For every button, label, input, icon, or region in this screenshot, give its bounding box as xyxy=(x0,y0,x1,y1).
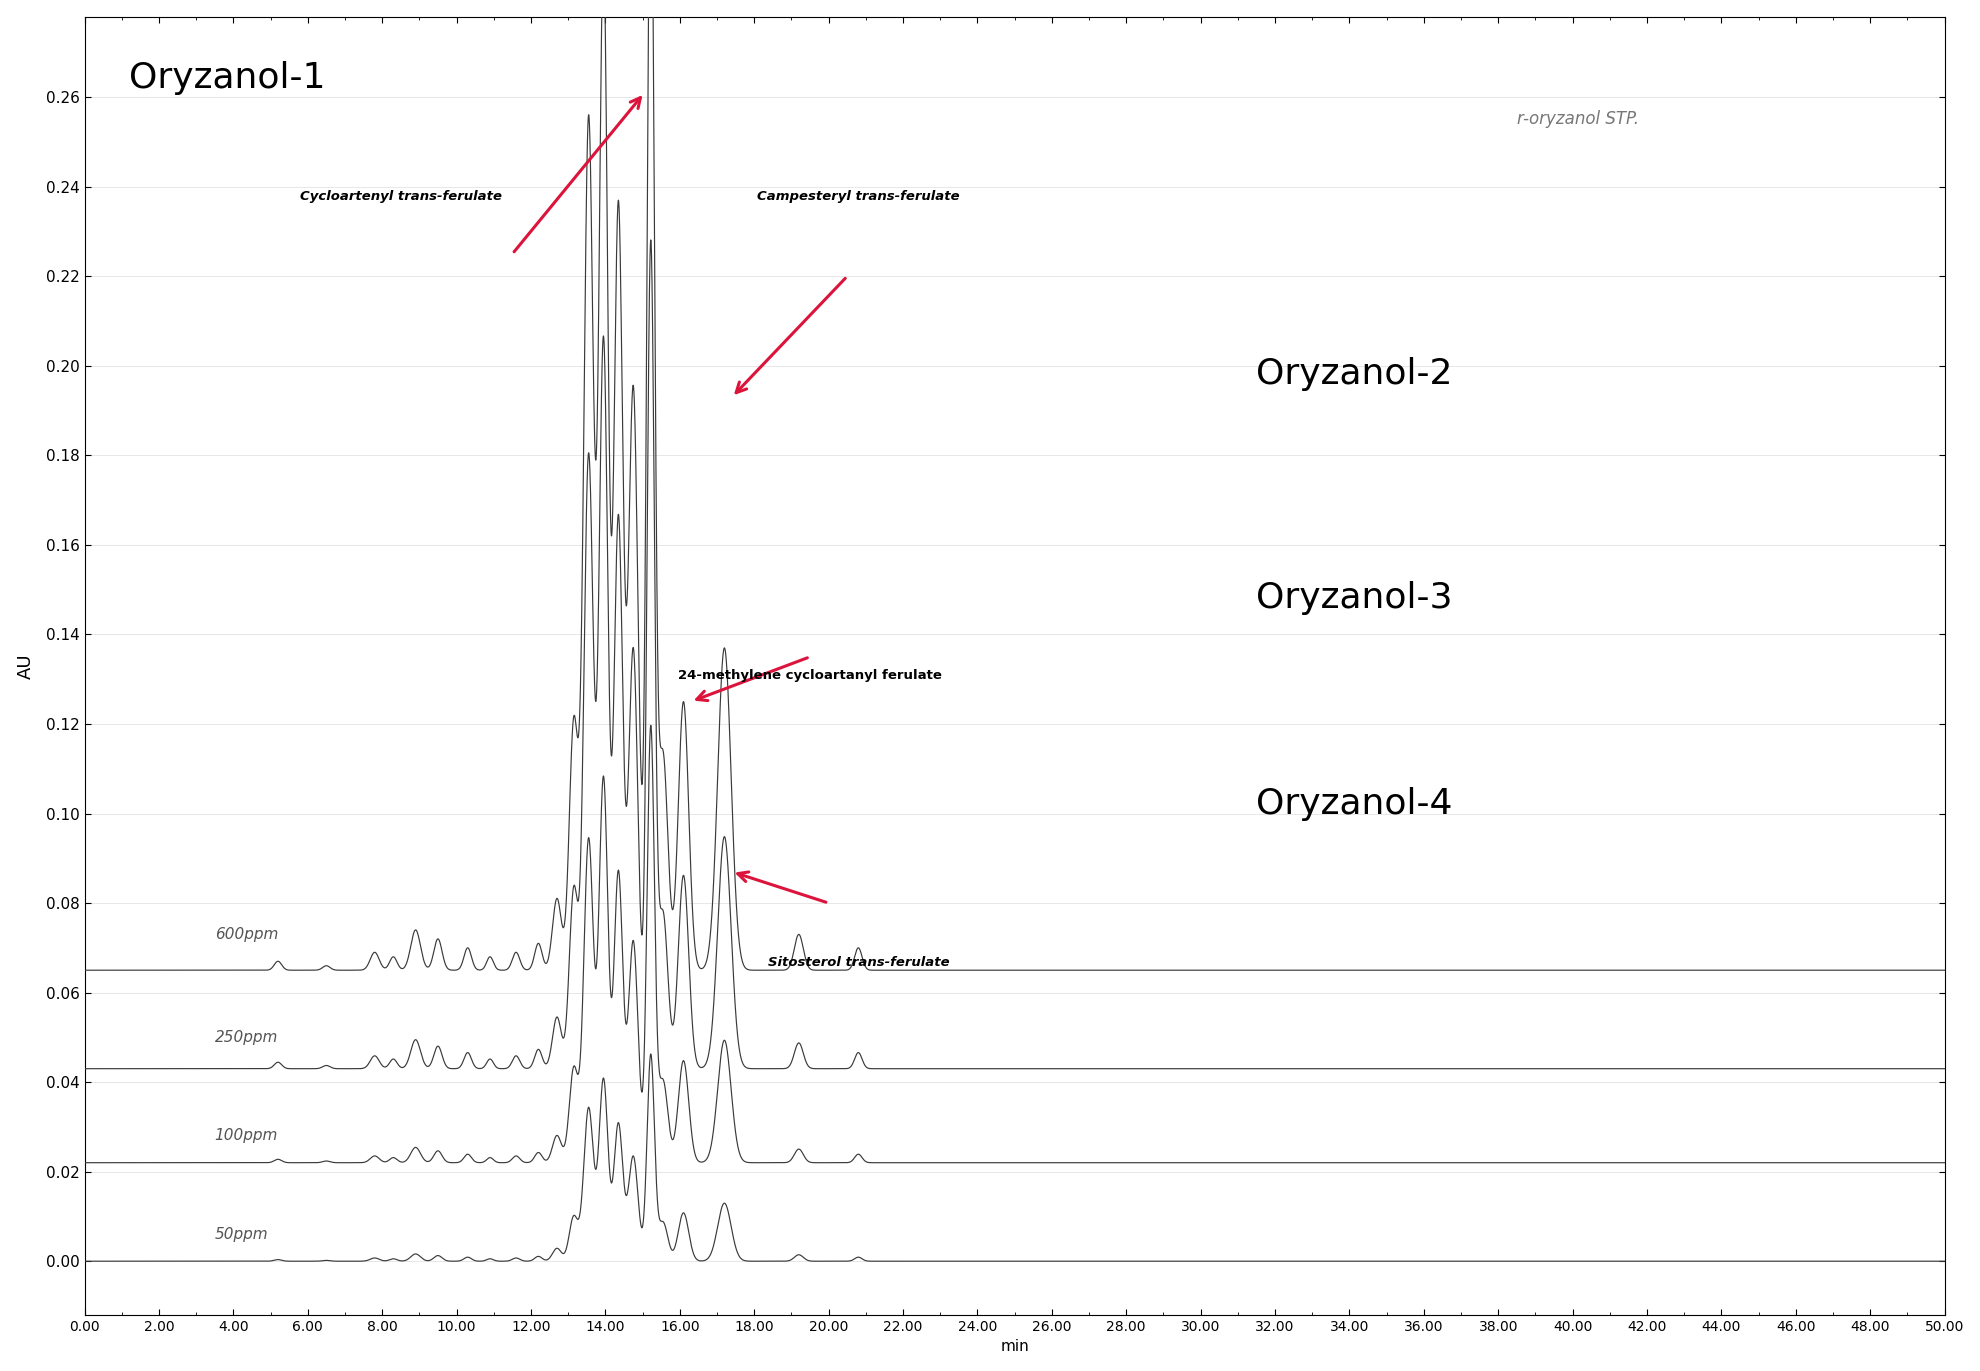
Y-axis label: AU: AU xyxy=(16,653,34,679)
Text: 50ppm: 50ppm xyxy=(214,1227,267,1242)
Text: Campesteryl trans-ferulate: Campesteryl trans-ferulate xyxy=(756,191,958,203)
Text: 600ppm: 600ppm xyxy=(214,927,277,942)
Text: Cycloartenyl trans-ferulate: Cycloartenyl trans-ferulate xyxy=(299,191,501,203)
Text: Oryzanol-1: Oryzanol-1 xyxy=(129,62,325,96)
Text: Oryzanol-3: Oryzanol-3 xyxy=(1255,580,1451,614)
Text: Oryzanol-2: Oryzanol-2 xyxy=(1255,356,1451,391)
Text: 24-methylene cycloartanyl ferulate: 24-methylene cycloartanyl ferulate xyxy=(677,669,940,683)
Text: Sitosterol trans-ferulate: Sitosterol trans-ferulate xyxy=(766,956,948,969)
Text: 100ppm: 100ppm xyxy=(214,1128,277,1143)
Text: Oryzanol-4: Oryzanol-4 xyxy=(1255,787,1451,820)
X-axis label: min: min xyxy=(1000,1339,1028,1355)
Text: 250ppm: 250ppm xyxy=(214,1030,277,1045)
Text: r-oryzanol STP.: r-oryzanol STP. xyxy=(1517,110,1637,128)
